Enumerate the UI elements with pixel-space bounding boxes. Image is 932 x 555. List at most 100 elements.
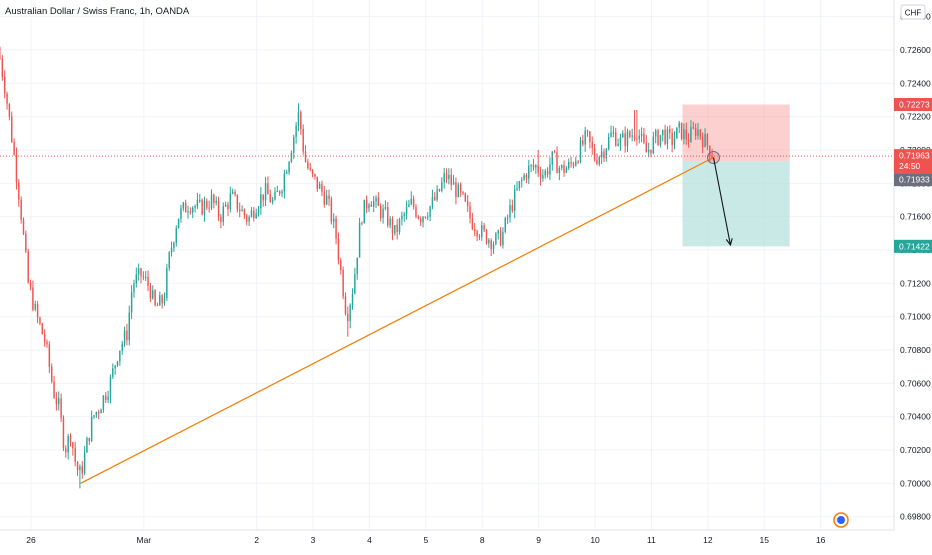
candle-down [62, 415, 65, 451]
trendline[interactable] [80, 156, 714, 484]
candle-down [36, 301, 39, 324]
candle-up [187, 205, 189, 219]
candle-up [109, 374, 112, 404]
candle-down [304, 145, 307, 163]
target-price-badge: 0.71422 [894, 239, 932, 253]
candle-down [586, 129, 589, 137]
candle-down [154, 289, 156, 307]
candle-up [408, 199, 410, 208]
x-tick-label: 3 [311, 535, 316, 545]
candle-down [412, 195, 415, 210]
short-position-tool[interactable] [682, 104, 790, 247]
candle-down [27, 248, 29, 284]
candle-down [156, 302, 159, 307]
candle-down [262, 194, 264, 207]
candle-down [11, 111, 13, 144]
candle-up [697, 122, 699, 140]
candle-down [97, 409, 100, 420]
candle-up [119, 350, 121, 366]
candle-down [161, 293, 163, 309]
candlestick-series [0, 46, 713, 489]
candle-down [455, 177, 457, 205]
candle-up [382, 204, 384, 224]
entry-price-label: 0.71933 [899, 175, 930, 185]
candle-up [584, 126, 586, 152]
stop-price-label: 0.72273 [899, 100, 930, 110]
candle-down [208, 200, 210, 213]
projection-arrow[interactable] [712, 157, 733, 247]
candle-down [379, 203, 382, 222]
candle-up [558, 165, 561, 181]
candle-down [330, 196, 333, 225]
candle-down [267, 176, 269, 195]
y-tick-label: 0.71000 [900, 312, 931, 322]
candle-up [422, 216, 424, 228]
time-axis[interactable]: 26 Mar 2 3 4 5 8 9 10 11 12 15 16 [26, 535, 825, 545]
currency-badge: CHF [900, 4, 926, 20]
candle-up [166, 263, 168, 301]
chart-title: Australian Dollar / Swiss Franc, 1h, OAN… [5, 6, 190, 17]
candle-up [431, 189, 434, 210]
candle-up [492, 241, 495, 254]
tradingview-icon[interactable] [833, 512, 849, 528]
candle-up [612, 126, 615, 138]
candle-down [434, 192, 436, 201]
candle-up [86, 436, 88, 453]
candle-up [535, 164, 537, 174]
candle-down [6, 91, 8, 110]
candle-up [506, 214, 509, 224]
entry-price-badge: 0.71933 [894, 173, 932, 187]
take-profit-zone[interactable] [682, 161, 790, 247]
candle-up [640, 127, 643, 143]
candle-down [657, 128, 659, 147]
y-tick-label: 0.71200 [900, 278, 931, 288]
candle-up [191, 206, 194, 219]
candle-up [121, 340, 123, 355]
candle-down [582, 134, 584, 147]
candle-up [90, 410, 93, 443]
candle-up [403, 211, 405, 222]
candle-down [556, 146, 558, 174]
candle-down [669, 125, 671, 140]
candle-down [572, 161, 575, 169]
x-tick-label: 15 [760, 535, 770, 545]
candle-down [680, 122, 683, 141]
candle-down [377, 192, 380, 206]
candle-down [511, 199, 514, 213]
candle-down [1, 55, 4, 81]
candle-up [274, 187, 276, 201]
candle-up [521, 177, 523, 188]
candle-up [457, 182, 460, 198]
candle-up [544, 168, 546, 179]
candle-up [647, 142, 650, 158]
candle-down [184, 199, 187, 213]
candle-up [405, 200, 408, 220]
candle-down [72, 441, 74, 456]
candle-down [25, 230, 27, 254]
candle-up [394, 225, 396, 236]
candle-up [622, 130, 624, 138]
candle-up [504, 216, 507, 234]
candle-up [683, 123, 685, 145]
candle-down [577, 159, 579, 165]
candle-up [210, 189, 213, 211]
candle-up [332, 213, 335, 229]
candle-down [603, 148, 605, 163]
candle-down [643, 127, 645, 145]
candle-up [180, 204, 182, 223]
candle-down [147, 270, 149, 292]
candle-down [419, 216, 422, 226]
candle-down [269, 189, 271, 203]
candle-down [438, 188, 441, 192]
candle-down [335, 215, 337, 245]
candle-down [687, 133, 690, 148]
candle-up [159, 291, 161, 306]
candle-up [264, 176, 267, 206]
candle-down [105, 392, 107, 403]
x-tick-label: 8 [480, 535, 485, 545]
candle-down [539, 166, 542, 186]
candle-down [55, 392, 58, 411]
candle-up [257, 205, 260, 217]
